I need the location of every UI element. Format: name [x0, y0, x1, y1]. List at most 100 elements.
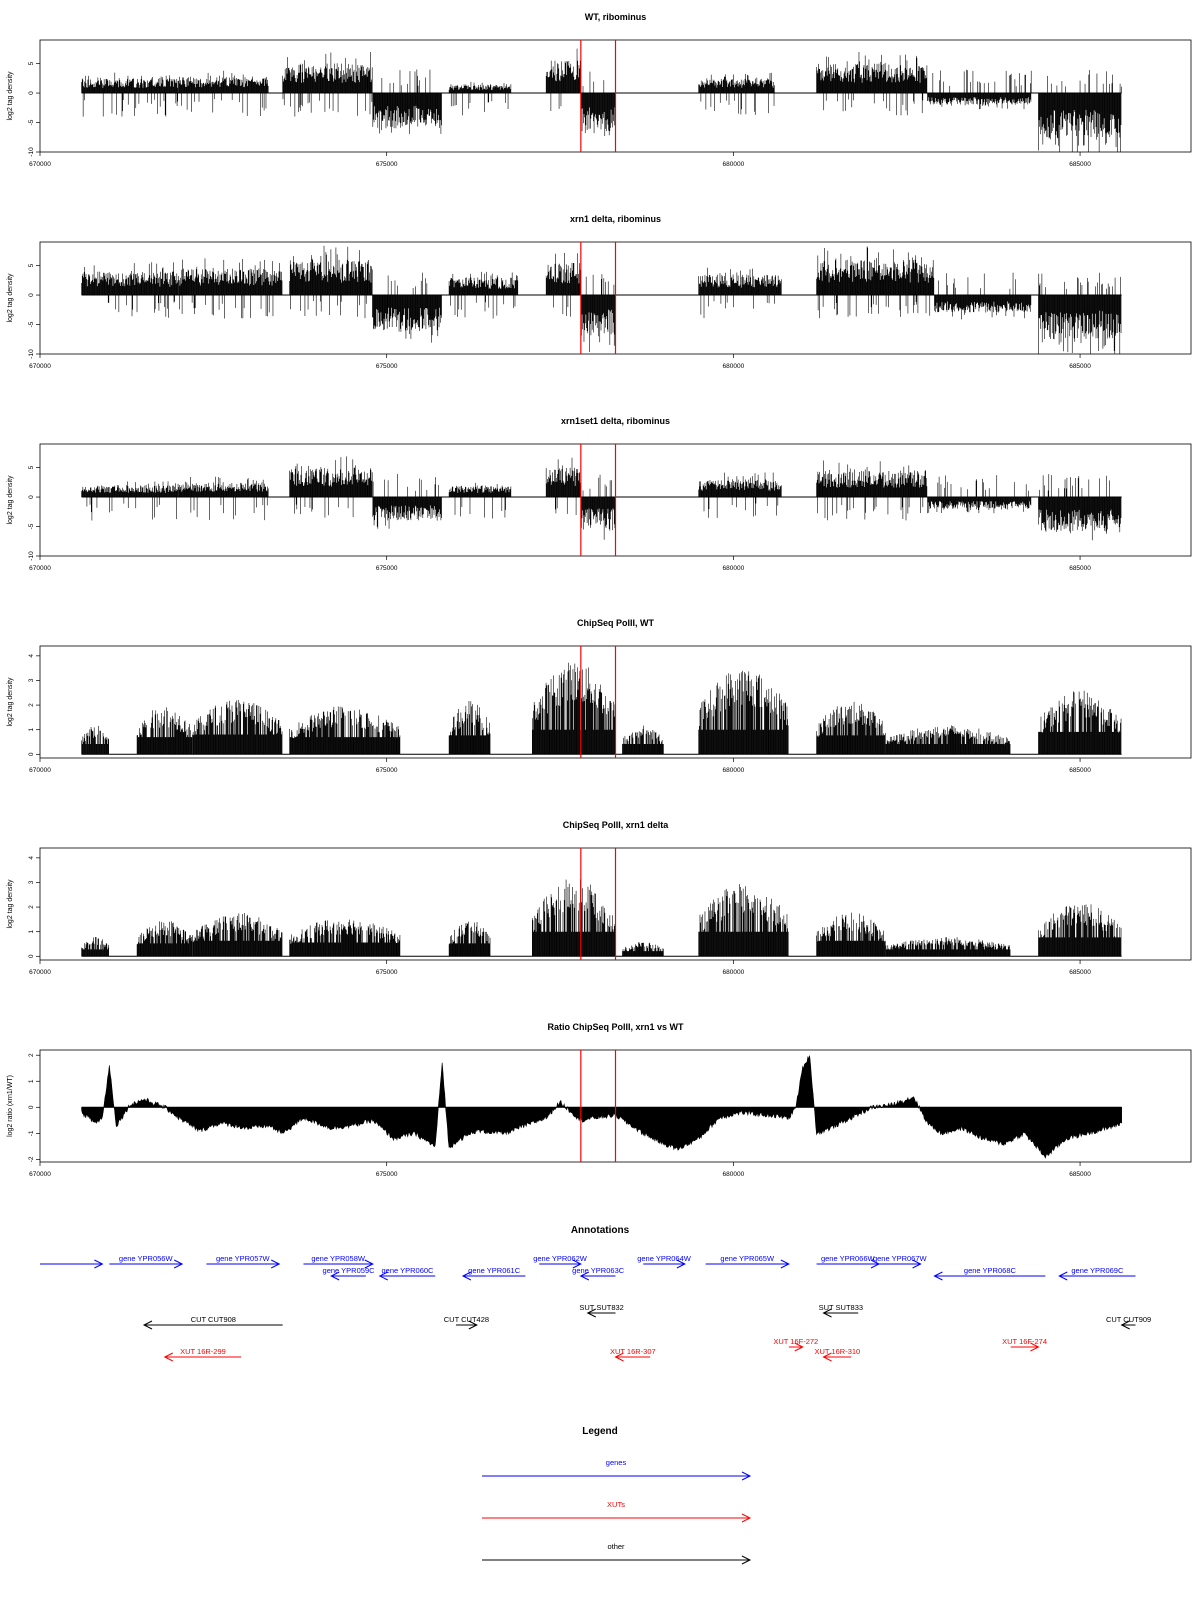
feature-label: gene YPR058W: [311, 1254, 366, 1263]
y-axis-label: log2 tag density: [7, 475, 14, 525]
signal-segment: [698, 267, 782, 319]
panel-title: xrn1set1 delta, ribominus: [561, 416, 670, 426]
signal-segment: [1038, 272, 1122, 354]
signal-bars: [1038, 474, 1122, 541]
y-tick-label: 2: [28, 1053, 35, 1057]
signal-segment: [927, 69, 1032, 110]
y-tick-label: -10: [28, 349, 35, 359]
x-tick-label: 680000: [723, 1171, 745, 1178]
signal-segment: [622, 725, 664, 755]
feature-arrowhead: [794, 1342, 804, 1352]
y-axis-label: log2 tag density: [7, 879, 14, 929]
feature-arrowhead: [676, 1259, 686, 1269]
signal-bars: [545, 457, 581, 515]
annotation-feature: gene YPR060C: [378, 1266, 436, 1281]
feature-arrowhead: [364, 1259, 374, 1269]
signal-segment: [178, 476, 269, 521]
annotation-feature: CUT CUT909: [1106, 1315, 1151, 1330]
signal-bars: [698, 884, 789, 957]
signal-segment: [372, 69, 442, 134]
feature-arrowhead: [94, 1259, 104, 1269]
y-tick-label: 0: [28, 91, 35, 95]
y-tick-label: 0: [28, 293, 35, 297]
signal-bars: [580, 71, 616, 136]
x-tick-label: 670000: [29, 363, 51, 370]
signal-bars: [816, 460, 928, 521]
y-tick-label: -2: [28, 1156, 35, 1162]
annotation-feature: gene YPR062W: [533, 1254, 588, 1269]
signal-segment: [698, 884, 789, 957]
x-tick-label: 685000: [1069, 363, 1091, 370]
feature-label: gene YPR061C: [468, 1266, 521, 1275]
annotation-feature: XUT 16R-299: [163, 1347, 242, 1362]
signal-segment: [448, 482, 512, 519]
y-tick-label: 0: [28, 495, 35, 499]
signal-bars: [81, 936, 110, 957]
signal-segment: [448, 81, 512, 116]
signal-bars: [178, 70, 269, 117]
signal-bars: [282, 52, 373, 117]
signal-bars: [448, 271, 519, 319]
annotation-feature: XUT 16R-310: [815, 1347, 860, 1362]
legend-label: other: [607, 1542, 625, 1551]
feature-label: XUT 16R-299: [180, 1347, 226, 1356]
signal-segment: [448, 921, 491, 957]
annotation-feature: SUT SUT833: [819, 1303, 863, 1318]
feature-arrowhead: [933, 1271, 943, 1281]
signal-bars: [178, 258, 283, 319]
signal-bars: [289, 456, 373, 518]
signal-segment: [816, 246, 935, 319]
annotation-feature: XUT 16R-307: [610, 1347, 656, 1362]
feature-label: CUT CUT909: [1106, 1315, 1151, 1324]
signal-segment: [545, 253, 581, 317]
x-tick-label: 675000: [376, 565, 398, 572]
feature-label: XUT 16R-307: [610, 1347, 656, 1356]
feature-label: gene YPR064W: [637, 1254, 692, 1263]
signal-segment: [372, 272, 442, 343]
signal-segment: [816, 912, 886, 957]
feature-label: gene YPR066W: [821, 1254, 876, 1263]
signal-segment: [1038, 690, 1122, 755]
legend-title: Legend: [582, 1426, 618, 1437]
track-panel: ChipSeq PolII, WT log2 tag density 0 1 2 3 4 67…: [7, 618, 1192, 774]
feature-arrowhead: [579, 1271, 590, 1281]
annotation-feature: gene YPR063C: [572, 1266, 625, 1281]
signal-bars: [532, 879, 616, 957]
legend-item: other: [482, 1542, 752, 1565]
y-tick-label: 2: [28, 905, 35, 909]
y-tick-label: -1: [28, 1130, 35, 1136]
legend-arrowhead: [741, 1471, 752, 1481]
signal-bars: [1038, 904, 1122, 957]
signal-segment: [448, 701, 491, 755]
feature-arrowhead: [912, 1259, 922, 1269]
signal-bars: [816, 246, 935, 319]
signal-bars: [622, 725, 664, 755]
plot-area: [81, 48, 1122, 152]
feature-arrowhead: [461, 1271, 472, 1281]
signal-bars: [698, 267, 782, 319]
signal-segment: [1038, 474, 1122, 541]
signal-bars: [580, 474, 616, 540]
feature-arrowhead: [163, 1352, 174, 1362]
signal-bars: [934, 272, 1032, 320]
annotation-feature: gene YPR064W: [637, 1254, 692, 1269]
y-tick-label: 1: [28, 728, 35, 732]
feature-arrowhead: [468, 1320, 478, 1330]
feature-label: CUT CUT428: [444, 1315, 489, 1324]
x-tick-label: 670000: [29, 767, 51, 774]
x-tick-label: 685000: [1069, 1171, 1091, 1178]
annotation-feature: XUT 16F-272: [773, 1337, 818, 1352]
signal-bars: [81, 725, 110, 755]
signal-bars: [580, 274, 616, 353]
signal-bars: [927, 475, 1032, 514]
y-tick-label: 5: [28, 465, 35, 469]
feature-arrowhead: [142, 1320, 153, 1330]
annotation-feature: gene YPR069C: [1058, 1266, 1136, 1281]
feature-label: gene YPR059C: [323, 1266, 376, 1275]
x-tick-label: 685000: [1069, 767, 1091, 774]
signal-bars: [816, 52, 928, 116]
annotation-feature: XUT 16F-274: [1002, 1337, 1047, 1352]
signal-segment: [698, 472, 782, 518]
signal-bars: [816, 701, 886, 755]
signal-segment: [580, 71, 616, 136]
